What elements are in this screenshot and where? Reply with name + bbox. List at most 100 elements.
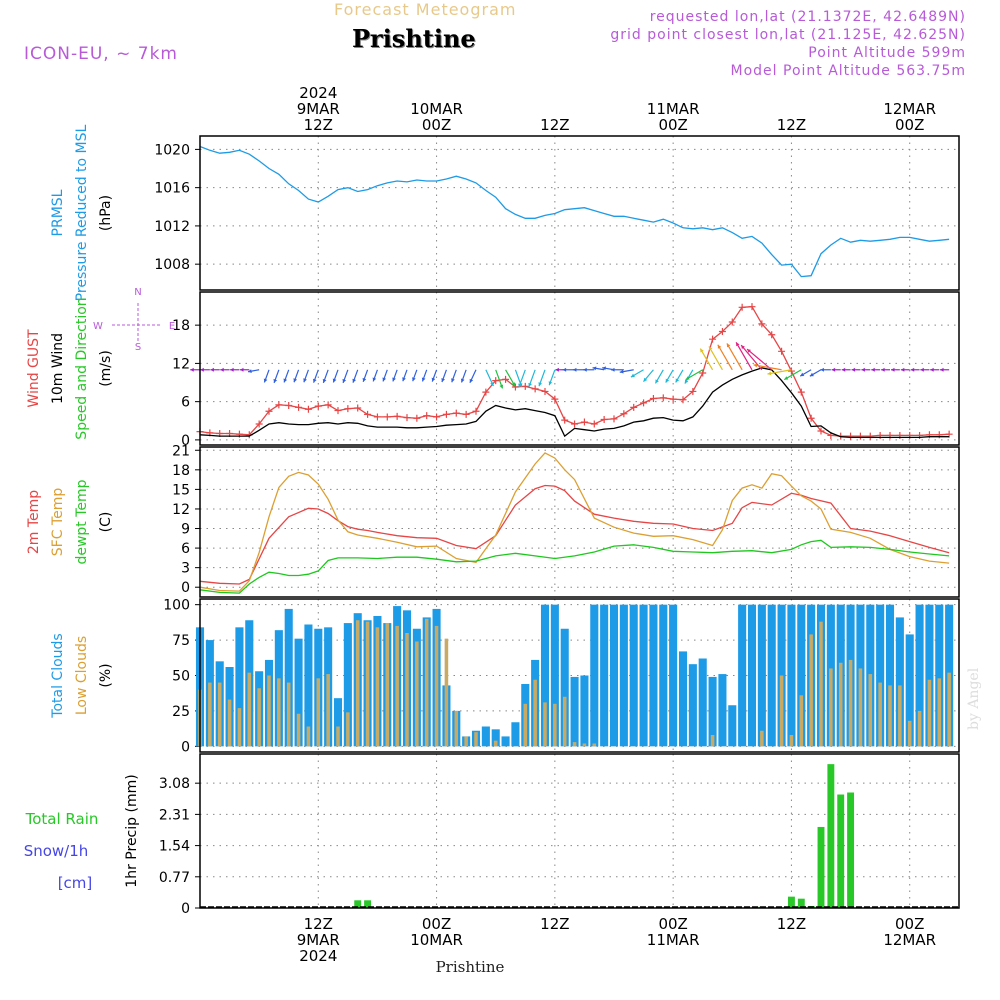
axis-title: SFC Temp xyxy=(50,488,66,557)
gust-marker xyxy=(295,403,303,411)
series-line-gust xyxy=(199,306,950,437)
low-cloud-bar xyxy=(927,679,932,747)
low-cloud-bar xyxy=(562,696,567,747)
time-label-bottom: 00Z xyxy=(895,915,924,933)
wind-arrow-head xyxy=(210,367,214,372)
total-cloud-bar xyxy=(698,658,707,747)
total-cloud-bar xyxy=(885,604,895,747)
gust-marker xyxy=(314,402,322,410)
gust-marker xyxy=(472,407,480,415)
super-title: Forecast Meteogram xyxy=(334,0,517,19)
low-cloud-bar xyxy=(405,633,409,747)
model-label: ICON-EU, ~ 7km xyxy=(24,44,178,64)
footer-station: Prishtine xyxy=(436,958,505,976)
axis-title: (m/s) xyxy=(98,350,114,387)
ytick-label: 3 xyxy=(181,561,190,577)
wind-arrow-head xyxy=(871,367,875,372)
low-cloud-bar xyxy=(217,682,222,747)
wind-arrow-head xyxy=(602,366,607,371)
wind-arrow-head xyxy=(890,367,895,372)
wind-arrow-head xyxy=(421,377,426,382)
precip-legend: [cm] xyxy=(58,874,93,892)
total-cloud-bar xyxy=(333,698,343,747)
gust-marker xyxy=(689,387,697,395)
total-cloud-bar xyxy=(294,638,303,747)
wind-arrow-head xyxy=(263,378,268,383)
wind-arrow xyxy=(746,348,773,371)
gust-marker xyxy=(393,412,401,420)
gust-marker xyxy=(403,414,411,422)
time-label-top: 00Z xyxy=(658,116,687,134)
wind-arrow-head xyxy=(685,376,690,380)
wind-arrow-head xyxy=(548,381,553,386)
ytick-label: 75 xyxy=(172,633,190,649)
gust-marker xyxy=(285,401,293,409)
axis-title: Speed and Direction xyxy=(74,297,90,439)
axis-title: Pressure Reduced to MSL xyxy=(74,124,90,301)
wind-arrow-head xyxy=(382,377,387,382)
wind-arrow-head xyxy=(572,367,577,372)
gust-marker xyxy=(551,395,559,403)
total-cloud-bar xyxy=(590,604,599,747)
wind-arrow xyxy=(699,348,714,371)
total-cloud-bar xyxy=(304,624,313,747)
gust-marker xyxy=(344,405,352,413)
model-altitude: Model Point Altitude 563.75m xyxy=(730,63,966,79)
total-cloud-bar xyxy=(639,604,648,747)
low-cloud-bar xyxy=(789,735,794,747)
low-cloud-bar xyxy=(760,730,764,747)
wind-arrow-head xyxy=(490,382,494,386)
wind-arrow-head xyxy=(469,378,474,383)
gust-marker xyxy=(452,409,460,417)
time-label-bottom: 00Z xyxy=(658,915,687,933)
gust-marker xyxy=(590,420,598,428)
low-cloud-bar xyxy=(907,720,912,747)
wind-arrow-head xyxy=(372,377,377,382)
wind-arrow xyxy=(726,343,743,371)
wind-arrow-head xyxy=(767,371,772,376)
low-cloud-bar xyxy=(474,732,478,747)
wind-arrow-head xyxy=(841,367,846,372)
page-title: Prishtine xyxy=(352,24,476,53)
wind-arrow-head xyxy=(200,367,204,372)
time-label-bottom: 00Z xyxy=(422,915,451,933)
gust-marker xyxy=(699,369,707,377)
wind-arrow-head xyxy=(190,367,194,372)
axis-title: Low Clouds xyxy=(74,636,90,715)
total-cloud-bar xyxy=(501,736,510,747)
series-line-dewpt xyxy=(199,539,950,594)
compass-west: W xyxy=(93,321,103,332)
time-label-bottom: 12Z xyxy=(540,915,569,933)
gust-marker xyxy=(807,414,815,422)
wind-arrow-head xyxy=(273,378,278,383)
ytick-label: 6 xyxy=(181,541,190,557)
gust-marker xyxy=(817,427,825,435)
total-cloud-bar xyxy=(757,604,766,747)
wind-arrow-head xyxy=(900,367,905,372)
low-cloud-bar xyxy=(355,620,360,747)
wind-arrow-head xyxy=(451,378,455,383)
wind-arrow-head xyxy=(784,376,789,380)
low-cloud-bar xyxy=(493,740,498,747)
ytick-label: 12 xyxy=(172,502,190,518)
wind-arrow-head xyxy=(332,378,337,383)
gust-marker xyxy=(748,303,756,311)
wind-arrow-head xyxy=(402,377,406,382)
wind-arrow-head xyxy=(940,367,944,372)
gust-marker xyxy=(659,394,667,402)
low-cloud-bar xyxy=(553,703,557,747)
time-label-top: 12Z xyxy=(304,116,333,134)
low-cloud-bar xyxy=(286,682,291,747)
total-cloud-bar xyxy=(718,674,727,747)
compass-south: S xyxy=(135,342,141,353)
gust-marker xyxy=(600,416,608,423)
wind-arrow-head xyxy=(239,367,244,372)
total-cloud-bar xyxy=(728,705,737,747)
series-line-2m xyxy=(199,484,950,585)
low-cloud-bar xyxy=(592,743,597,747)
low-cloud-bar xyxy=(572,742,577,747)
low-cloud-bar xyxy=(444,638,449,747)
ytick-label: 0 xyxy=(181,580,190,596)
total-cloud-bar xyxy=(343,623,352,747)
